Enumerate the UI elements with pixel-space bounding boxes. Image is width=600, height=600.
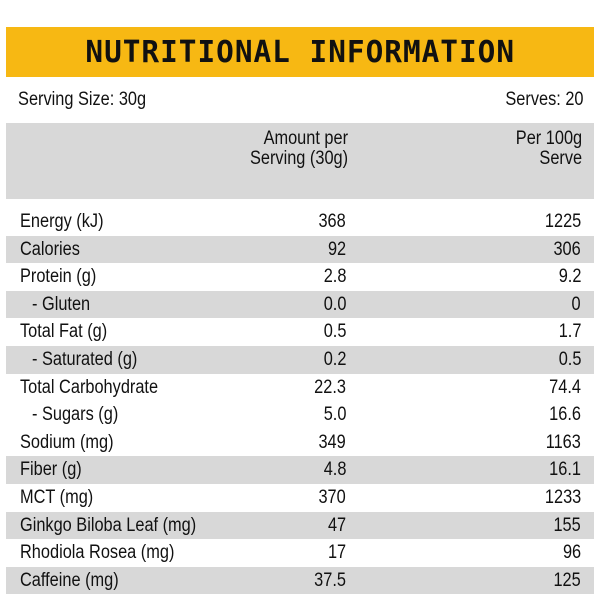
nutrient-label: Rhodiola Rosea (mg) (20, 542, 175, 564)
nutrient-label: Energy (kJ) (20, 211, 104, 232)
per-100g-value: 0.5 (558, 348, 581, 370)
nutrient-row: Sodium (mg) 349 1163 (6, 429, 594, 457)
nutrient-row: Rhodiola Rosea (mg) 17 96 (6, 539, 594, 567)
column-header-amount-per-serving: Amount per Serving (30g) (249, 128, 348, 169)
nutrient-row: MCT (mg) 370 1233 (6, 484, 594, 512)
panel-title: NUTRITIONAL INFORMATION (85, 34, 515, 70)
nutrient-row: Fiber (g) 4.8 16.1 (6, 456, 594, 484)
per-serving-value: 368 (318, 211, 346, 232)
column-header-row: Amount per Serving (30g) Per 100g Serve (6, 123, 594, 199)
nutrient-row: Ginkgo Biloba Leaf (mg) 47 155 (6, 511, 594, 540)
per-100g-value: 9.2 (558, 266, 581, 288)
nutrient-row: - Sugars (g) 5.0 16.6 (6, 401, 594, 429)
nutrient-label: MCT (mg) (20, 486, 94, 508)
nutrient-label: Protein (g) (20, 266, 97, 288)
nutrient-row: Calories 92 306 (6, 235, 594, 264)
nutrition-panel: NUTRITIONAL INFORMATION Serving Size: 30… (6, 27, 594, 595)
per-100g-value: 16.6 (549, 404, 581, 426)
nutrient-row: Total Carbohydrate 22.3 74.4 (6, 374, 594, 402)
per-100g-value: 1233 (544, 486, 581, 508)
per-serving-value: 47 (327, 514, 346, 536)
per-serving-value: 17 (327, 542, 346, 564)
per-serving-value: 92 (327, 238, 346, 260)
nutrient-label: Ginkgo Biloba Leaf (mg) (20, 514, 197, 536)
per-100g-value: 0 (571, 293, 581, 315)
nutrient-label: Calories (20, 238, 80, 260)
per-100g-value: 16.1 (549, 459, 581, 481)
nutrient-label: Fiber (g) (20, 459, 82, 481)
serves-text: Serves: 20 (505, 89, 584, 110)
per-100g-value: 306 (553, 238, 581, 260)
per-100g-value: 125 (553, 569, 581, 591)
per-serving-value: 0.2 (323, 348, 346, 370)
nutrient-row: Protein (g) 2.8 9.2 (6, 263, 594, 291)
nutrient-row: - Saturated (g) 0.2 0.5 (6, 345, 594, 374)
per-serving-value: 22.3 (314, 376, 346, 398)
per-serving-value: 2.8 (323, 266, 346, 288)
serving-info-row: Serving Size: 30g Serves: 20 (6, 77, 594, 123)
per-100g-value: 74.4 (549, 376, 581, 398)
per-100g-value: 1225 (544, 211, 581, 232)
serving-size-text: Serving Size: 30g (18, 89, 147, 110)
per-100g-value: 1163 (545, 431, 581, 453)
nutrient-label: Sodium (mg) (20, 431, 114, 453)
nutrient-label: - Saturated (g) (32, 348, 138, 370)
per-serving-value: 370 (318, 486, 346, 508)
per-serving-value: 0.5 (323, 321, 346, 343)
column-header-per-100g: Per 100g Serve (515, 128, 582, 169)
per-serving-value: 37.5 (314, 569, 346, 591)
nutrient-row: - Gluten 0.0 0 (6, 290, 594, 319)
nutrient-row: Total Fat (g) 0.5 1.7 (6, 318, 594, 346)
per-serving-value: 0.0 (323, 293, 346, 315)
nutrient-label: Total Fat (g) (20, 321, 108, 343)
per-100g-value: 96 (562, 542, 581, 564)
nutrient-label: - Sugars (g) (32, 404, 119, 426)
title-bar: NUTRITIONAL INFORMATION (6, 27, 594, 77)
per-serving-value: 4.8 (323, 459, 346, 481)
per-100g-value: 1.7 (558, 321, 581, 343)
nutrient-row: Caffeine (mg) 37.5 125 (6, 566, 594, 595)
per-serving-value: 5.0 (323, 404, 346, 426)
per-100g-value: 155 (553, 514, 581, 536)
nutrient-label: Total Carbohydrate (20, 376, 159, 398)
per-serving-value: 349 (318, 431, 346, 453)
nutrient-label: Caffeine (mg) (20, 569, 119, 591)
nutrient-label: - Gluten (32, 293, 91, 315)
nutrient-row: Energy (kJ) 368 1225 (6, 208, 594, 236)
nutrient-rows: Energy (kJ) 368 1225 Calories 92 306 Pro… (6, 208, 594, 595)
